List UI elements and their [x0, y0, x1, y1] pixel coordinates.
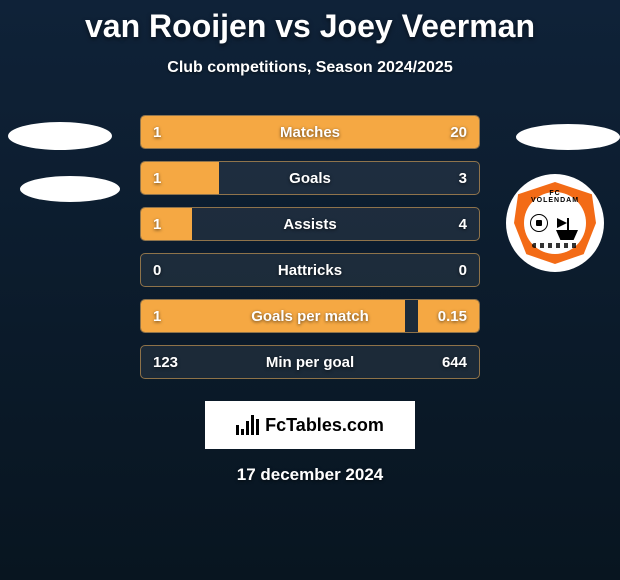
logo-bar [256, 419, 259, 435]
stat-label: Goals per match [141, 300, 479, 332]
stat-label: Hattricks [141, 254, 479, 286]
stat-label: Assists [141, 208, 479, 240]
club-badge-text: FC VOLENDAM [524, 190, 586, 204]
stat-label: Min per goal [141, 346, 479, 378]
subtitle: Club competitions, Season 2024/2025 [0, 59, 620, 77]
logo-bar [241, 429, 244, 435]
stat-row: 1Goals per match0.15 [140, 299, 480, 333]
club-badge-shield: FC VOLENDAM [514, 182, 596, 264]
logo-bar [236, 425, 239, 435]
stat-label: Goals [141, 162, 479, 194]
stat-row: 1Goals3 [140, 161, 480, 195]
boat-sail-icon [557, 218, 567, 228]
wave-icon [532, 243, 578, 248]
logo-bar [246, 421, 249, 435]
fctables-brand: FcTables.com [205, 401, 415, 449]
stat-label: Matches [141, 116, 479, 148]
stat-value-right: 20 [450, 116, 467, 148]
player-photo-left-placeholder [8, 122, 112, 150]
soccer-ball-icon [530, 214, 548, 232]
date-label: 17 december 2024 [0, 465, 620, 485]
fctables-logo-text: FcTables.com [265, 415, 384, 436]
stats-list: 1Matches20 1Goals3 1Assists4 0Hattricks0 1Go… [140, 115, 480, 379]
boat-hull-icon [556, 230, 578, 240]
stat-row: 0Hattricks0 [140, 253, 480, 287]
club-logo-left-placeholder [20, 176, 120, 202]
page-title: van Rooijen vs Joey Veerman [0, 8, 620, 45]
stat-value-right: 4 [459, 208, 467, 240]
logo-bar [251, 415, 254, 435]
fctables-logo-icon [236, 415, 259, 435]
comparison-infographic: van Rooijen vs Joey Veerman Club competi… [0, 0, 620, 485]
stat-row: 1Matches20 [140, 115, 480, 149]
stat-value-right: 0.15 [438, 300, 467, 332]
stat-row: 123Min per goal644 [140, 345, 480, 379]
stat-value-right: 644 [442, 346, 467, 378]
boat-mast-icon [567, 218, 569, 232]
stat-row: 1Assists4 [140, 207, 480, 241]
stat-value-right: 0 [459, 254, 467, 286]
club-badge-right: FC VOLENDAM [506, 174, 604, 272]
club-badge-inner: FC VOLENDAM [524, 192, 586, 254]
club-badge-outer: FC VOLENDAM [506, 174, 604, 272]
player-photo-right-placeholder [516, 124, 620, 150]
stat-value-right: 3 [459, 162, 467, 194]
